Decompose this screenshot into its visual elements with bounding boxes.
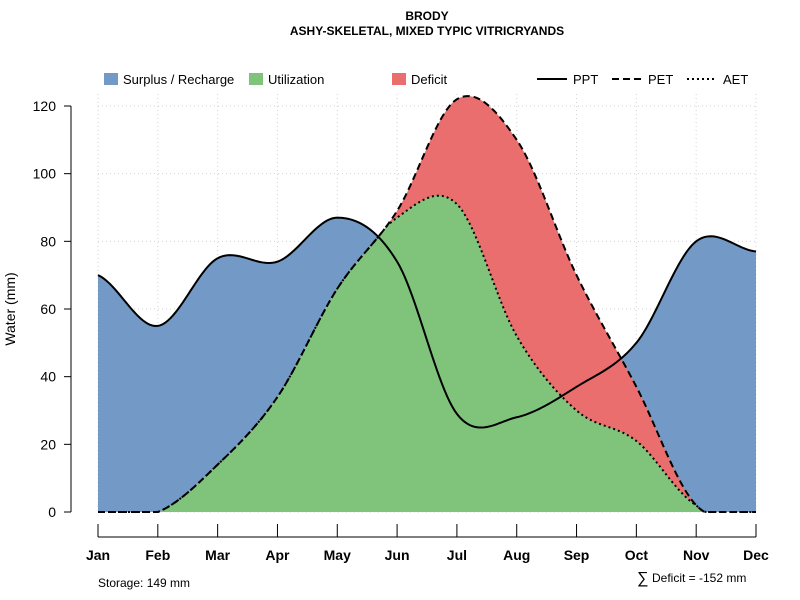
y-tick-label-5: 100 [33,166,57,182]
x-tick-label-6: Jul [447,547,467,563]
legend-label-utilization: Utilization [268,72,324,87]
y-tick-label-3: 60 [40,301,56,317]
areas [98,96,756,512]
chart-subtitle: ASHY-SKELETAL, MIXED TYPIC VITRICRYANDS [290,24,564,38]
legend: Surplus / Recharge Utilization Deficit P… [104,72,748,87]
x-tick-label-4: May [324,547,351,563]
legend-swatch-utilization [249,73,263,85]
y-tick-label-2: 40 [40,369,56,385]
y-tick-label-4: 80 [40,233,56,249]
y-tick-label-0: 0 [48,504,56,520]
legend-label-aet: AET [723,72,748,87]
x-tick-label-7: Aug [503,547,530,563]
legend-label-surplus: Surplus / Recharge [123,72,234,87]
storage-annotation: Storage: 149 mm [98,576,190,590]
x-tick-label-10: Nov [683,547,710,563]
deficit-annotation: Deficit = -152 mm [652,571,746,585]
x-tick-label-0: Jan [86,547,110,563]
chart-title: BRODY [405,9,448,23]
y-axis-label: Water (mm) [2,272,18,345]
legend-label-ppt: PPT [573,72,598,87]
legend-label-pet: PET [648,72,673,87]
series-line-ppt [97,216,757,429]
series-line-pet [98,95,757,513]
y-tick-label-6: 120 [33,98,57,114]
area-utilization [98,195,756,512]
legend-swatch-surplus [104,73,118,85]
sum-symbol: ∑ [637,570,648,587]
legend-label-deficit: Deficit [411,72,448,87]
x-tick-label-2: Mar [205,547,230,563]
legend-swatch-deficit [392,73,406,85]
axes: 0 20 40 60 80 100 120 Jan Feb Mar Apr May Jun Jul Aug S… [33,98,769,563]
x-tick-label-5: Jun [385,547,410,563]
y-tick-label-1: 20 [40,436,56,452]
series-line-aet [98,194,757,513]
x-tick-label-9: Oct [625,547,649,563]
x-tick-label-3: Apr [265,547,290,563]
lines [97,95,757,513]
x-tick-label-1: Feb [145,547,170,563]
x-tick-label-8: Sep [564,547,590,563]
x-tick-label-11: Dec [743,547,769,563]
